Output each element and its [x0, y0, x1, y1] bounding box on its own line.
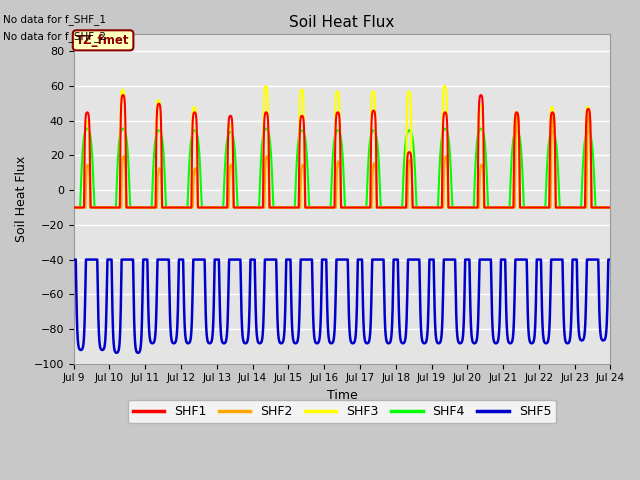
Title: Soil Heat Flux: Soil Heat Flux	[289, 15, 395, 30]
Text: No data for f_SHF_1: No data for f_SHF_1	[3, 14, 106, 25]
Y-axis label: Soil Heat Flux: Soil Heat Flux	[15, 156, 28, 242]
Text: No data for f_SHF_2: No data for f_SHF_2	[3, 31, 106, 42]
X-axis label: Time: Time	[326, 389, 357, 402]
Text: TZ_fmet: TZ_fmet	[76, 34, 130, 47]
Legend: SHF1, SHF2, SHF3, SHF4, SHF5: SHF1, SHF2, SHF3, SHF4, SHF5	[128, 400, 556, 423]
